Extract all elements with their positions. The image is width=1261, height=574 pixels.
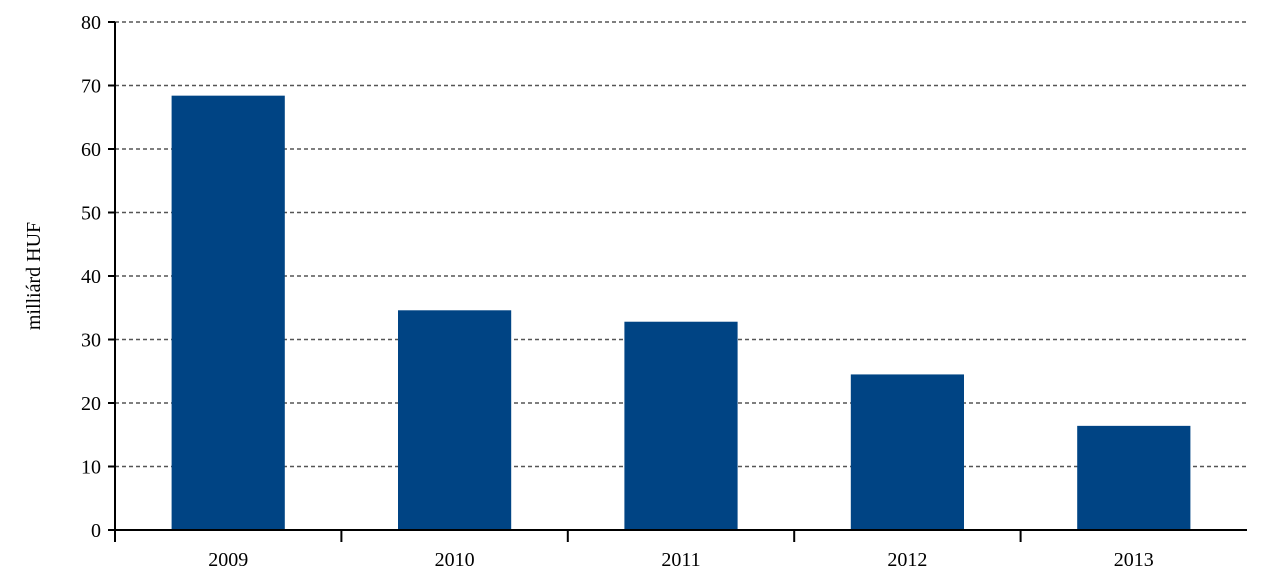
x-tick-label: 2013 <box>1114 549 1154 571</box>
bar-2010 <box>398 310 512 530</box>
x-tick-label: 2010 <box>435 549 475 571</box>
x-tick-label: 2011 <box>661 549 700 571</box>
y-ticks: 0 10 20 30 40 50 60 70 80 <box>81 12 115 542</box>
y-tick-label: 30 <box>81 330 101 352</box>
bar-2009 <box>171 95 285 530</box>
y-axis-label: milliárd HUF <box>23 222 45 330</box>
y-tick-label: 20 <box>81 393 101 415</box>
x-tick-label: 2009 <box>208 549 248 571</box>
y-tick-label: 70 <box>81 76 101 98</box>
y-tick-label: 60 <box>81 139 101 161</box>
y-tick-label: 0 <box>91 520 101 542</box>
bar-2013 <box>1077 425 1191 530</box>
y-tick-label: 50 <box>81 203 101 225</box>
y-tick-label: 40 <box>81 266 101 288</box>
x-ticks: 2009 2010 2011 2012 2013 <box>114 530 1154 571</box>
x-tick-label: 2012 <box>887 549 927 571</box>
y-tick-label: 80 <box>81 12 101 34</box>
bar-2012 <box>850 374 964 530</box>
bars <box>171 95 1191 530</box>
bar-2011 <box>624 321 738 530</box>
y-tick-label: 10 <box>81 457 101 479</box>
